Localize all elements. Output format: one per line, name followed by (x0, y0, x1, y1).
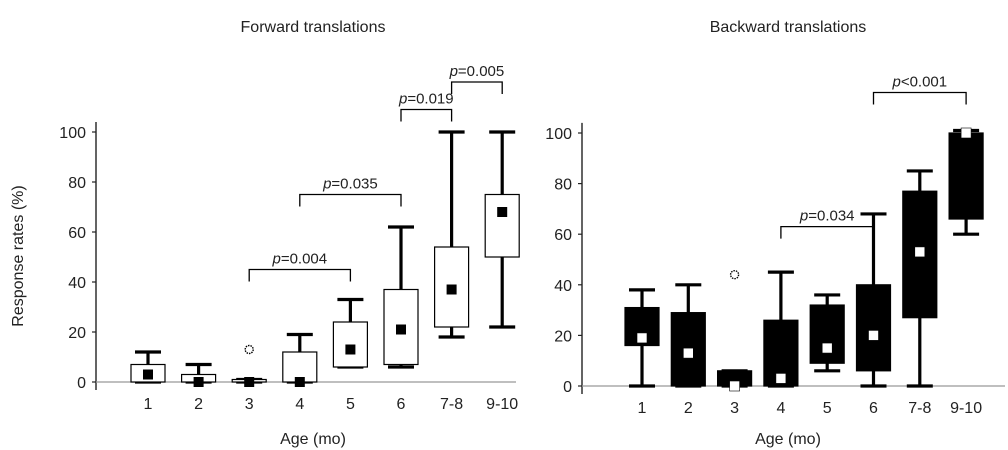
backward-box (948, 132, 984, 220)
backward-significance-bracket (780, 225, 875, 239)
forward-x-tick-label: 4 (295, 396, 304, 413)
backward-p-value-label: p=0.034 (799, 208, 855, 225)
forward-y-tick-label: 60 (68, 225, 86, 242)
backward-translations-panel: Backward translations Age (mo) 0 20 40 60 80… (545, 19, 1005, 448)
backward-x-tick-label: 2 (684, 400, 693, 417)
forward-median-marker (143, 369, 153, 380)
forward-x-tick-label: 7-8 (440, 396, 463, 413)
forward-median-marker (193, 377, 204, 387)
forward-x-tick-label: 5 (346, 396, 355, 413)
backward-y-tick-label: 100 (545, 126, 572, 143)
forward-y-axis-label: Response rates (%) (10, 185, 27, 326)
forward-median-marker (396, 324, 406, 335)
backward-significance-bracket (872, 91, 967, 105)
forward-median-marker (345, 344, 356, 355)
forward-p-value-label: p=0.035 (322, 176, 378, 193)
backward-median-marker (868, 330, 879, 341)
backward-x-tick-label: 6 (869, 400, 878, 417)
forward-p-value-label: p=0.019 (398, 91, 454, 108)
backward-x-tick-label: 9-10 (950, 400, 982, 417)
forward-significance-bracket (400, 108, 453, 122)
forward-translations-panel: Forward translations Response rates (%) … (10, 19, 520, 448)
forward-chart-title: Forward translations (241, 19, 386, 36)
backward-p-value-label: p<0.001 (891, 74, 947, 91)
backward-y-tick-label: 80 (554, 177, 572, 194)
backward-median-marker (960, 127, 972, 139)
backward-y-tick-label: 40 (554, 278, 572, 295)
backward-x-tick-label: 4 (776, 400, 785, 417)
forward-y-tick-label: 0 (77, 375, 86, 392)
forward-x-tick-label: 9-10 (486, 396, 518, 413)
forward-y-tick-label: 20 (68, 325, 86, 342)
forward-significance-bracket (248, 268, 352, 282)
backward-box (855, 284, 892, 372)
forward-median-marker (294, 377, 305, 387)
backward-median-marker (821, 342, 833, 354)
forward-outlier-point (244, 344, 254, 355)
backward-x-tick-label: 1 (638, 400, 647, 417)
backward-median-marker (636, 332, 648, 344)
forward-y-tick-label: 80 (68, 175, 86, 192)
forward-p-value-label: p=0.004 (271, 251, 327, 268)
forward-x-tick-label: 6 (397, 396, 406, 413)
backward-median-marker (775, 373, 787, 384)
backward-outlier-point (729, 269, 740, 280)
backward-x-axis-label: Age (mo) (755, 431, 821, 448)
forward-significance-bracket (450, 81, 503, 94)
forward-x-tick-label: 1 (144, 396, 153, 413)
forward-median-marker (497, 207, 508, 217)
backward-median-marker (682, 347, 694, 359)
forward-median-marker (446, 284, 457, 295)
forward-box (484, 193, 520, 258)
backward-median-marker (914, 246, 926, 258)
backward-x-tick-label: 7-8 (908, 400, 931, 417)
backward-x-tick-label: 3 (730, 400, 739, 417)
backward-y-tick-label: 60 (554, 227, 572, 244)
forward-x-axis-label: Age (mo) (280, 431, 346, 448)
forward-y-tick-label: 40 (68, 275, 86, 292)
forward-significance-bracket (299, 193, 402, 207)
backward-y-tick-label: 20 (554, 328, 572, 345)
forward-x-tick-label: 2 (194, 396, 203, 413)
forward-p-value-label: p=0.005 (449, 63, 505, 80)
forward-box (383, 288, 419, 366)
backward-x-tick-label: 5 (823, 400, 832, 417)
backward-box (809, 304, 845, 364)
forward-x-tick-label: 3 (245, 396, 254, 413)
backward-chart-title: Backward translations (710, 19, 867, 36)
forward-median-marker (244, 377, 255, 387)
forward-y-tick-label: 100 (59, 125, 86, 142)
backward-y-tick-label: 0 (563, 379, 572, 396)
backward-median-marker (729, 380, 740, 392)
